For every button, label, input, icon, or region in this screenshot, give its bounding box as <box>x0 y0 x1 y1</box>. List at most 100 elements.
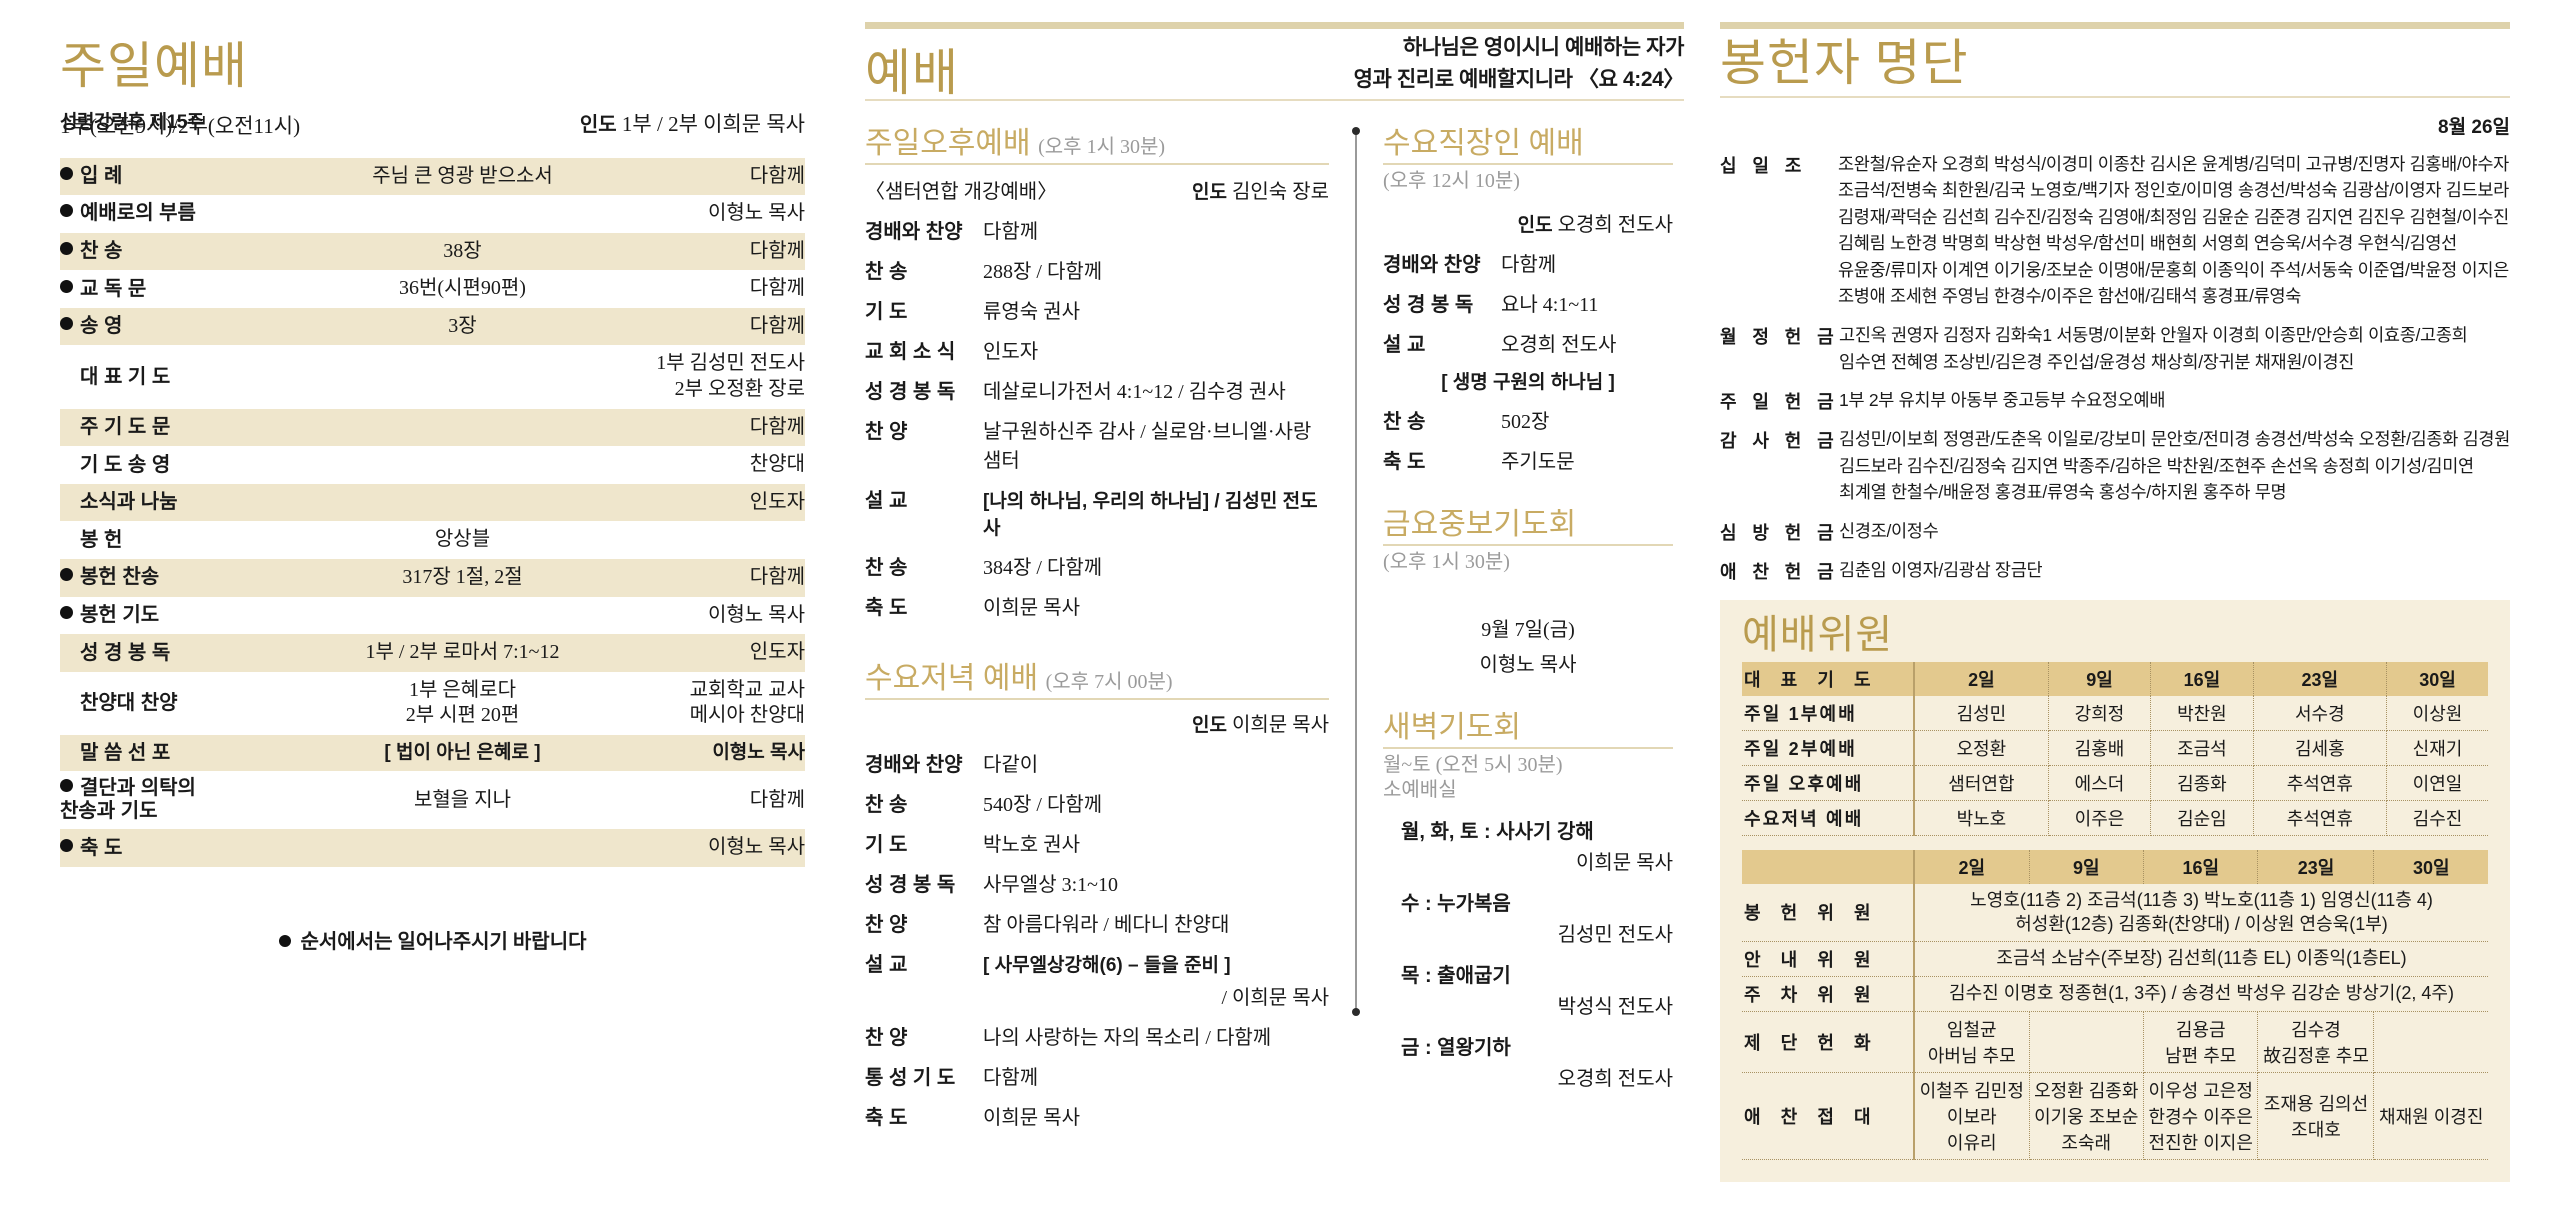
top-rule <box>865 22 1684 29</box>
wed-worker-item-label: 찬 송 <box>1383 411 1426 433</box>
wed-worker-item-sermon-title: [ 생명 구원의 하나님 ] <box>1441 372 1615 393</box>
afternoon-item-value: 데살로니가전서 4:1~12 / 김수경 권사 <box>983 381 1286 403</box>
wed-worker-item-value: 502장 <box>1501 411 1550 433</box>
order-item-person <box>605 521 805 559</box>
wed-evening-item-row: 통 성 기 도 다함께 <box>865 1061 1329 1090</box>
committee-cell: 김홍배 <box>2048 730 2152 767</box>
order-row: 찬 송 38장 다함께 <box>60 232 805 271</box>
committee-row-label: 제 단 헌 화 <box>1742 1011 1915 1073</box>
order-row: 결단과 의탁의 찬송과 기도 보혈을 지나 다함께 <box>60 771 805 829</box>
spacer-row <box>1742 836 2488 850</box>
bullet-icon <box>60 317 73 331</box>
dawn-prayer-preacher: 이희문 목사 <box>1576 852 1673 874</box>
offering-category-row: 십 일 조 조완철/유순자 오경희 박성식/이경미 이종찬 김시온 윤계병/김덕미… <box>1720 151 2510 311</box>
wed-evening-item-label: 찬 양 <box>865 914 908 936</box>
bullet-icon <box>60 204 73 218</box>
bullet-icon <box>60 568 73 582</box>
offering-category-label: 십 일 조 <box>1720 155 1807 176</box>
order-item-name: 찬양대 찬양 <box>60 672 320 735</box>
afternoon-item-label: 찬 송 <box>865 557 908 579</box>
vertical-divider <box>1352 127 1360 1016</box>
committee-cell-wide: 김수진 이명호 정종현(1, 3주) / 송경선 박성우 김강순 방상기(2, … <box>1914 976 2488 1012</box>
order-item-label: 기 도 송 영 <box>80 453 171 476</box>
committee-header-row-2: 2일 9일 16일 23일 30일 <box>1742 850 2488 885</box>
order-item-name: 찬 송 <box>60 233 320 271</box>
offering-name-line: 김드보라 김수진/김정숙 김지연 박종주/김하은 박찬원/조현주 손선옥 송정희… <box>1839 455 2474 476</box>
committee-cell: 에스더 <box>2048 765 2152 802</box>
dawn-prayer-place: 소예배실 <box>1383 779 1457 801</box>
order-item-value: 주님 큰 영광 받으소서 <box>372 164 553 187</box>
committee-date-header: 23일 <box>2253 662 2388 697</box>
committee-row-label: 봉 헌 위 원 <box>1742 884 1915 942</box>
committee-cell: 김세홍 <box>2253 730 2388 767</box>
committee-cell: 김용금 남편 추모 <box>2143 1011 2259 1073</box>
afternoon-item-row: 경배와 찬양 다함께 <box>865 215 1329 244</box>
offering-date: 8월 26일 <box>2438 116 2510 138</box>
wed-evening-item-value: [ 사무엘상강해(6) – 들을 준비 ] <box>983 955 1231 976</box>
bullet-icon <box>60 279 73 293</box>
offering-name-line: 김령재/곽덕순 김선희 김수진/김정숙 김영애/최정임 김윤순 김준경 김지연 … <box>1838 206 2509 227</box>
wed-evening-item-value: 540장 / 다함께 <box>983 794 1103 816</box>
order-item-person: 이형노 목사 <box>708 202 805 225</box>
order-item-name: 성 경 봉 독 <box>60 634 320 672</box>
order-row: 기 도 송 영 찬양대 <box>60 446 805 484</box>
committee-cell: 이철주 김민정 이보라 이유리 <box>1914 1072 2030 1160</box>
order-item-label: 찬양대 찬양 <box>80 691 178 714</box>
order-item-person: 다함께 <box>749 788 805 811</box>
offering-category-label: 월 정 헌 금 <box>1720 327 1840 348</box>
service-times: 1부(오전9시)/2부(오전11시) <box>60 113 301 138</box>
committee-row: 주일 오후예배 샘터연합 에스더 김종화 추석연휴 이연일 <box>1742 765 2488 802</box>
order-item-value: 보혈을 지나 <box>414 788 511 811</box>
afternoon-item-row: 찬 송 384장 / 다함께 <box>865 551 1329 580</box>
order-row: 교 독 문 36번(시편90편) 다함께 <box>60 270 805 308</box>
wed-evening-item-value: 나의 사랑하는 자의 목소리 / 다함께 <box>983 1027 1272 1049</box>
committee-cell: 김종화 <box>2150 765 2254 802</box>
offering-category-row: 감 사 헌 금 김성민/이보희 정영관/도춘옥 이일로/강보미 문안호/전미경 송… <box>1720 426 2510 506</box>
order-item-name: 대 표 기 도 <box>60 345 320 408</box>
order-item-name: 봉헌 찬송 <box>60 559 320 597</box>
order-item-label: 소식과 나눔 <box>80 491 178 514</box>
section-title-offering: 봉헌자 명단 <box>1720 35 1969 91</box>
bottom-rule <box>865 99 1684 101</box>
divider <box>1383 544 1673 546</box>
committee-date-header: 16일 <box>2143 850 2259 885</box>
committee-date-header: 30일 <box>2412 858 2450 879</box>
bullet-icon <box>60 605 73 619</box>
bullet-icon <box>60 166 73 180</box>
afternoon-item-row: 기 도 류영숙 권사 <box>865 295 1329 324</box>
order-item-label: 입 례 <box>80 164 123 187</box>
wed-evening-item-row: 성 경 봉 독 사무엘상 3:1~10 <box>865 868 1329 897</box>
order-item-label: 성 경 봉 독 <box>80 641 171 664</box>
afternoon-item-value: [나의 하나님, 우리의 하나님] / 김성민 전도사 <box>983 491 1318 539</box>
wed-worker-title: 수요직장인 예배 <box>1383 127 1584 160</box>
committee-cell: 조금석 <box>2150 730 2254 767</box>
order-item-name: 입 례 <box>60 158 320 196</box>
committee-cell <box>2373 1011 2488 1073</box>
order-item-value <box>320 446 605 484</box>
wed-worker-time: (오후 12시 10분) <box>1383 170 1520 192</box>
wed-worker-item-row: 경배와 찬양 다함께 <box>1383 248 1673 277</box>
afternoon-service-block: 주일오후예배 (오후 1시 30분) 〈샘터연합 개강예배〉 인도 김인숙 장로… <box>865 127 1329 620</box>
order-item-name: 결단과 의탁의 찬송과 기도 <box>60 771 320 829</box>
wed-evening-item-value: 이희문 목사 <box>983 1107 1080 1129</box>
fri-prayer-time: (오후 1시 30분) <box>1383 551 1510 573</box>
dawn-prayer-row: 금 : 열왕기하 오경희 전도사 <box>1383 1031 1673 1091</box>
order-item-person: 찬양대 <box>749 453 805 476</box>
committee-row: 주일 2부예배 오정환 김홍배 조금석 김세홍 신재기 <box>1742 730 2488 767</box>
offering-name-line: 고진옥 권영자 김정자 김화숙1 서동명/이분화 안월자 이경희 이종만/안승희… <box>1839 325 2468 346</box>
offering-category-label: 주 일 헌 금 <box>1720 392 1840 413</box>
divider <box>1383 163 1673 165</box>
wed-worker-item-row: 성 경 봉 독 요나 4:1~11 <box>1383 288 1673 317</box>
order-item-label: 결단과 의탁의 찬송과 기도 <box>60 777 196 823</box>
order-item-person: 1부 김성민 전도사 2부 오정환 장로 <box>656 352 805 401</box>
order-row: 봉헌 기도 이형노 목사 <box>60 597 805 635</box>
dawn-prayer-row: 수 : 누가복음 김성민 전도사 <box>1383 887 1673 947</box>
offering-names: 1부 2부 유치부 아동부 중고등부 수요정오예배 <box>1839 387 2510 414</box>
committee-cell: 김수진 <box>2386 800 2488 837</box>
order-row: 찬양대 찬양 1부 은혜로다 2부 시편 20편 교회학교 교사 메시아 찬양대 <box>60 672 805 735</box>
wed-evening-leader: 인도 이희문 목사 <box>1192 714 1329 736</box>
committee-cell-wide: 조금석 소남수(주보장) 김선희(11층 EL) 이종익(1층EL) <box>1914 941 2488 977</box>
afternoon-item-value: 류영숙 권사 <box>983 301 1080 323</box>
committee-cell: 임철균 아버님 추모 <box>1914 1011 2030 1073</box>
